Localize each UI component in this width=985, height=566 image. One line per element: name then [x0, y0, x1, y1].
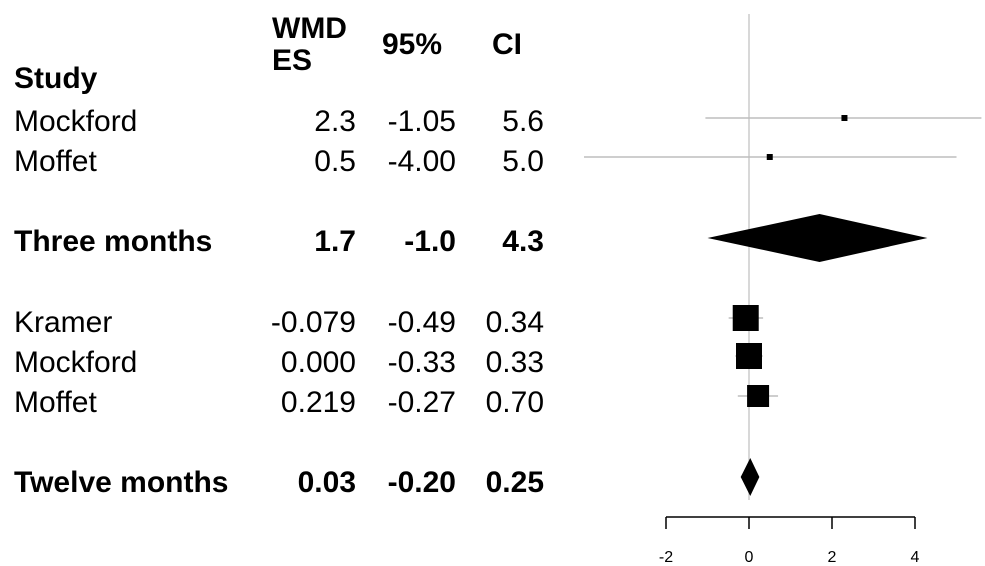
es-value: 0.03 [297, 466, 356, 499]
study-label: Mockford [14, 105, 138, 138]
effect-marker [841, 115, 848, 121]
x-tick-label: -2 [659, 549, 673, 566]
ci-high-value: 5.0 [502, 145, 544, 178]
es-value: 0.000 [280, 346, 356, 379]
ci-high-value: 0.34 [485, 306, 544, 339]
summary-label: Three months [14, 225, 213, 258]
effect-marker [736, 343, 762, 369]
es-value: 0.219 [280, 386, 356, 419]
ci-high-value: 0.70 [485, 386, 544, 419]
es-value: 2.3 [314, 105, 356, 138]
header-ci-low: 95% [382, 28, 443, 61]
ci-low-value: -0.20 [387, 466, 456, 499]
es-value: -0.079 [270, 306, 356, 339]
es-value: 1.7 [314, 225, 356, 258]
ci-high-value: 5.6 [502, 105, 544, 138]
x-tick-label: 0 [745, 549, 754, 566]
summary-diamond [740, 458, 760, 496]
study-label: Mockford [14, 346, 138, 379]
effect-marker [747, 385, 770, 407]
ci-high-value: 0.25 [485, 466, 544, 499]
ci-low-value: -0.49 [387, 306, 456, 339]
study-label: Moffet [14, 145, 97, 178]
study-label: Moffet [14, 386, 97, 419]
effect-marker [766, 154, 773, 160]
ci-low-value: -1.05 [387, 105, 456, 138]
es-value: 0.5 [314, 145, 356, 178]
x-tick-label: 2 [828, 549, 837, 566]
ci-high-value: 4.3 [502, 225, 544, 258]
effect-marker [732, 305, 759, 331]
header-ci-high: CI [492, 28, 522, 61]
summary-diamond [707, 214, 928, 262]
header-study: Study [14, 62, 98, 95]
header-es: ES [272, 44, 313, 77]
ci-high-value: 0.33 [485, 346, 544, 379]
ci-low-value: -0.27 [387, 386, 456, 419]
ci-low-value: -4.00 [387, 145, 456, 178]
header-wmd: WMD [272, 12, 347, 45]
study-label: Kramer [14, 306, 113, 339]
ci-low-value: -1.0 [404, 225, 456, 258]
x-tick-label: 4 [911, 549, 920, 566]
ci-low-value: -0.33 [387, 346, 456, 379]
summary-label: Twelve months [14, 466, 229, 499]
